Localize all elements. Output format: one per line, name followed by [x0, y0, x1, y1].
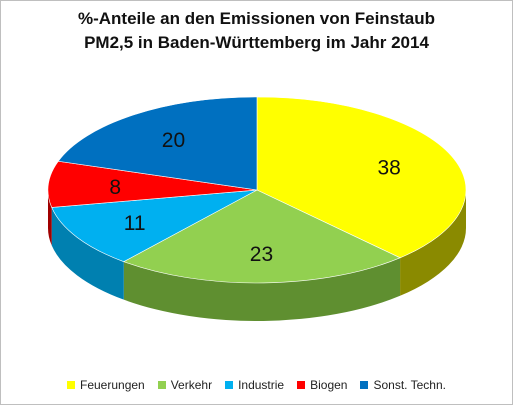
- chart-title-line1: %-Anteile an den Emissionen von Feinstau…: [77, 9, 436, 28]
- data-label-feuerungen: 38: [377, 157, 400, 180]
- legend-swatch: [360, 381, 369, 389]
- legend-label: Feuerungen: [80, 378, 145, 392]
- data-label-verkehr: 23: [250, 243, 273, 266]
- slice-side-industrie: [51, 207, 124, 300]
- pie-slice-verkehr: [123, 189, 401, 284]
- legend-label: Industrie: [238, 378, 285, 392]
- legend-swatch: [225, 381, 234, 389]
- data-label-biogen: 8: [109, 176, 121, 199]
- legend-item: Verkehr: [157, 378, 213, 392]
- legend-label: Verkehr: [170, 378, 213, 392]
- chart-legend: Feuerungen Verkehr Industrie Biogen Sonst. T…: [1, 378, 512, 392]
- legend-swatch: [157, 381, 166, 389]
- legend-item: Industrie: [225, 378, 284, 392]
- chart-title: %-Anteile an den Emissionen von Feinstau…: [1, 7, 512, 55]
- legend-item: Biogen: [297, 378, 347, 392]
- data-label-sonst-techn-: 20: [162, 129, 185, 152]
- legend-swatch: [67, 381, 75, 389]
- data-label-industrie: 11: [124, 212, 146, 235]
- slice-side-biogen: [48, 190, 52, 246]
- pie-slice-feuerungen: [256, 96, 467, 259]
- legend-label: Biogen: [310, 378, 348, 392]
- slice-side-feuerungen: [400, 190, 466, 296]
- chart-title-line2: PM2,5 in Baden-Württemberg im Jahr 2014: [84, 33, 429, 52]
- slice-side-verkehr: [123, 257, 401, 321]
- pie-slice-sonst-techn-: [57, 96, 258, 191]
- legend-label: Sonst. Techn.: [373, 378, 446, 392]
- legend-item: Feuerungen: [67, 378, 145, 392]
- pie-slice-industrie: [51, 189, 258, 262]
- pie-slice-biogen: [47, 160, 258, 208]
- legend-item: Sonst. Techn.: [360, 378, 446, 392]
- legend-swatch: [297, 381, 306, 389]
